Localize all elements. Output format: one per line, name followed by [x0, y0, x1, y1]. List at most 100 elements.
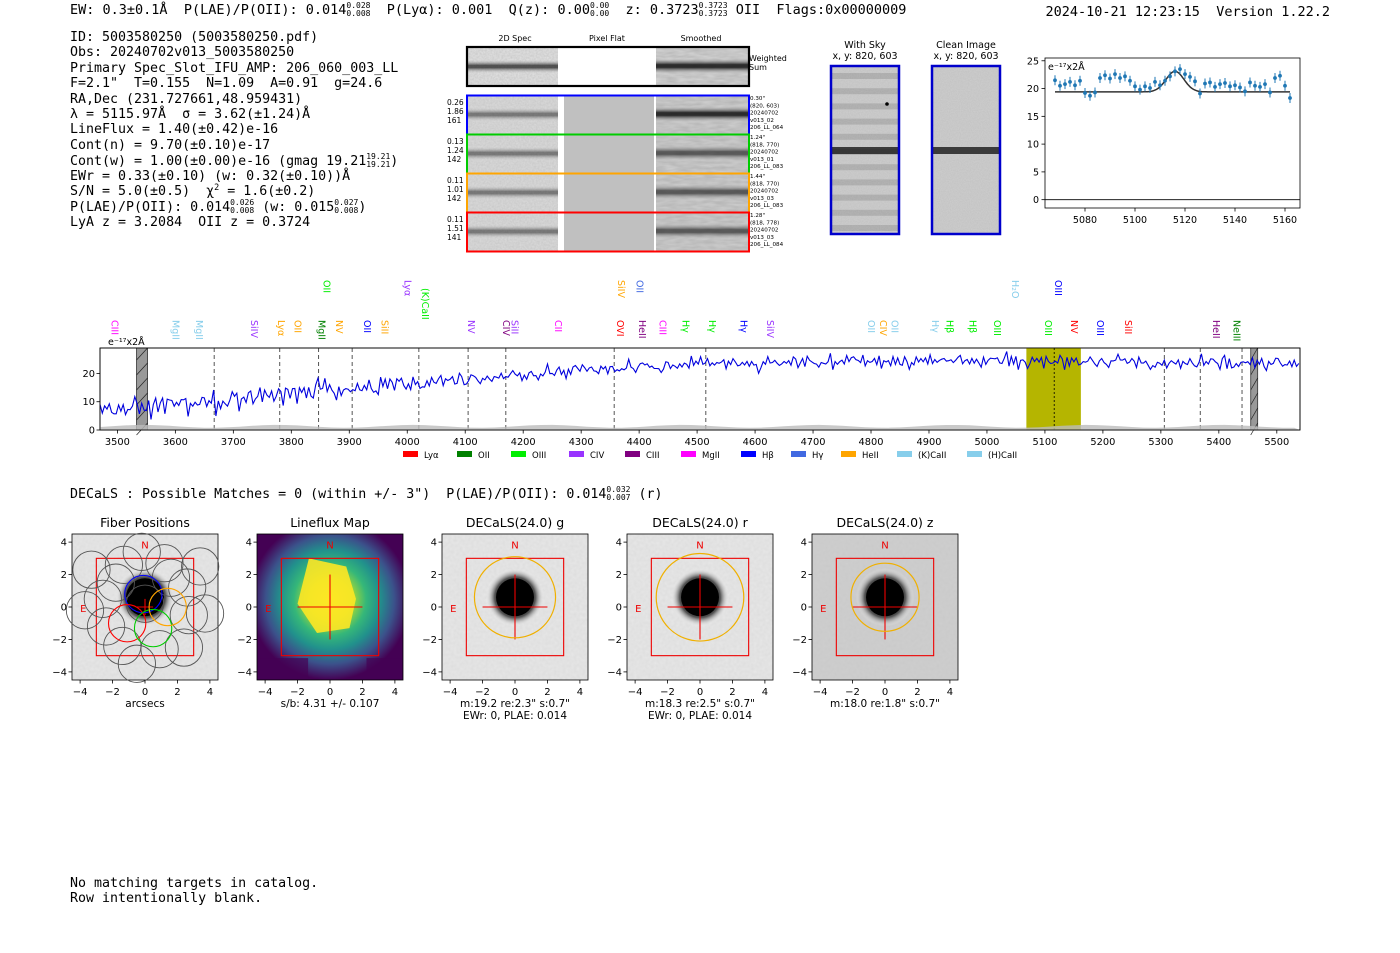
east-marker: E [820, 604, 826, 615]
row-stat-l1: 0.26 [447, 98, 464, 107]
row-meta-r5: 206_LL_083 [750, 203, 784, 209]
image-panel-5: DECaLS(24.0) z N E −4 −4 −2 −2 0 0 2 2 4 4 m:18.0 re:… [792, 515, 959, 710]
plae-value: P(LAE)/P(OII): 0.014 [183, 2, 347, 18]
zoom-data-point [1113, 72, 1117, 77]
panel-ytick-label: −2 [607, 635, 622, 646]
north-marker: N [881, 541, 888, 552]
line-annotation: OIII [991, 320, 1002, 336]
north-marker: N [326, 541, 333, 552]
row-meta-r2: (818, 778) [750, 220, 779, 226]
col-2d-spec: 2D Spec [498, 34, 531, 43]
panel-xtick-label: 4 [762, 687, 768, 698]
zoom-data-point [1173, 69, 1177, 74]
line-annotation: OII [320, 280, 331, 293]
spectrum-xtick-label: 3700 [221, 437, 246, 448]
datetime-version: 2024-10-21 12:23:15 Version 1.22.2 [1046, 4, 1331, 20]
zoom-data-point [1133, 84, 1137, 89]
panel-xtick-label: −2 [845, 687, 860, 698]
spectrum-xtick-label: 4200 [511, 437, 536, 448]
spectrum-unit-label: e⁻¹⁷x2Å [108, 336, 145, 348]
zoom-data-point [1228, 84, 1232, 89]
line-annotation: CIII [657, 320, 668, 335]
spectrum-xtick-label: 5500 [1264, 437, 1289, 448]
detection-info: ID: 5003580250 (5003580250.pdf) Obs: 202… [70, 30, 398, 230]
panel-xtick-label: 2 [174, 687, 180, 698]
panel-xtick-label: 4 [207, 687, 213, 698]
image-panel-4: DECaLS(24.0) r N E −4 −4 −2 −2 0 0 2 2 4 4 m:18.3 re:… [607, 515, 774, 722]
north-marker: N [511, 541, 518, 552]
svg-text:CIV: CIV [590, 451, 604, 461]
panel-xtick-label: 0 [142, 687, 148, 698]
sum-label: Sum [749, 63, 767, 72]
zoom-data-point [1218, 82, 1222, 87]
line-annotation: H₂O [1009, 280, 1020, 298]
legend-entry: OII [457, 451, 490, 461]
line-annotation: SiII [378, 320, 389, 334]
zoom-ytick-label: 10 [1027, 140, 1039, 151]
row-stat-l3: 142 [447, 155, 462, 164]
row-stat-l2: 1.24 [447, 146, 464, 155]
row-stat-l1: 0.11 [447, 176, 464, 185]
panel-xtick-label: 0 [327, 687, 333, 698]
line-annotation: Lyα [401, 280, 412, 296]
zoom-data-point [1238, 85, 1242, 90]
line-annotation: OIII [1052, 280, 1063, 296]
spectrum-xtick-label: 4900 [917, 437, 942, 448]
weighted-sum-row: Weighted Sum [465, 45, 787, 88]
line-annotation: CIV [877, 320, 888, 336]
panel-ytick-label: 2 [616, 570, 622, 581]
panel-caption-2: EWr: 0, PLAE: 0.014 [648, 710, 752, 722]
zoom-data-point [1233, 83, 1237, 88]
panel-caption-2: EWr: 0, PLAE: 0.014 [463, 710, 567, 722]
full-spectrum-chart: CIII MgII MgII SiIV Lyα OII MgII OII NV OII SiII Ly… [83, 280, 1301, 461]
zoom-data-point [1093, 90, 1097, 95]
north-marker: N [696, 541, 703, 552]
zoom-data-point [1273, 76, 1277, 80]
spectrum-xtick-label: 5100 [1032, 437, 1057, 448]
spectrum-xtick-label: 4500 [685, 437, 710, 448]
line-annotation: Hγ [706, 320, 717, 333]
zoom-data-point [1148, 86, 1152, 90]
fiber-circle [169, 596, 208, 635]
row-meta-r2: (818, 770) [750, 181, 779, 187]
fiber-circle [83, 579, 122, 618]
panel-ytick-label: 0 [431, 603, 437, 614]
line-annotation: SiIV [248, 320, 259, 338]
zoom-data-point [1268, 90, 1272, 95]
east-marker: E [450, 604, 456, 615]
panel-caption: m:19.2 re:2.3" s:0.7" [460, 698, 570, 710]
spectrum-xtick-label: 5400 [1206, 437, 1231, 448]
legend-entry: Hβ [741, 451, 774, 461]
row-stat-l1: 0.13 [447, 137, 464, 146]
zoom-data-point [1253, 83, 1257, 88]
fiber-circle [185, 594, 225, 633]
zoom-data-point [1153, 79, 1157, 84]
col-smoothed: Smoothed [681, 34, 722, 43]
image-panel-1: Fiber Positions N E −4 −4 −2 −2 0 0 2 2 4 4 arcsecs [52, 515, 225, 710]
info-plae: P(LAE)/P(OII): 0.014 0.026 0.008 (w: 0.015… [70, 198, 367, 216]
zoom-data-point [1058, 83, 1062, 88]
row-meta-r4: v013_02 [750, 118, 774, 124]
aperture-ellipse [850, 562, 920, 632]
z-line: OII [735, 2, 761, 18]
panel-ytick-label: 2 [61, 570, 67, 581]
line-annotation: SiII [1122, 320, 1133, 334]
zoom-data-point [1248, 80, 1252, 85]
svg-text:(K)CaII: (K)CaII [918, 451, 946, 461]
panel-xtick-label: −2 [105, 687, 120, 698]
row-meta-r3: 20240702 [750, 111, 778, 117]
plae-range: 0.028 0.008 [346, 1, 371, 18]
row-meta-r4: v013_03 [750, 235, 774, 241]
line-annotation: Hβ [943, 320, 954, 333]
fiber-circle [65, 591, 105, 630]
zoom-data-point [1143, 84, 1147, 89]
line-annotation: Hγ [680, 320, 691, 333]
line-annotation: SiII [509, 320, 520, 334]
zoom-xtick-label: 5120 [1173, 215, 1197, 226]
line-annotation: Hγ [738, 320, 749, 333]
zoom-data-point [1138, 87, 1142, 92]
panel-ytick-label: 4 [616, 538, 622, 549]
panel-xtick-label: −4 [813, 687, 828, 698]
zoom-data-point [1278, 73, 1282, 78]
